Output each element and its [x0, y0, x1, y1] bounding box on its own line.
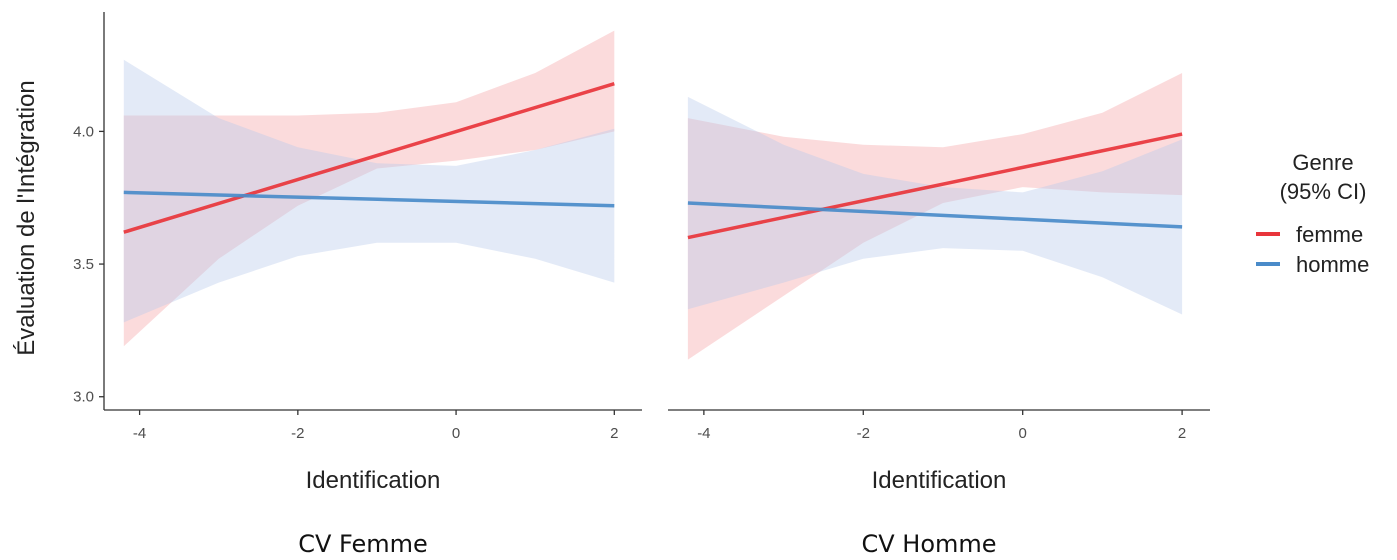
- panel-2: -4 -2 0 2 Identification CV Homme: [668, 73, 1210, 558]
- x-axis-title: Identification: [306, 467, 441, 494]
- x-tick-label: -4: [697, 425, 710, 442]
- panels: -4 -2 0 2 Identification CV Femme -4 -2 0 2 Identi…: [104, 30, 1210, 558]
- legend-title-line-2: (95% CI): [1280, 179, 1367, 204]
- panel-1: -4 -2 0 2 Identification CV Femme: [104, 30, 642, 558]
- ci-band-homme: [687, 96, 1183, 315]
- y-axis-title: Évaluation de l'Intégration: [13, 80, 40, 355]
- legend: Genre (95% CI) femme homme: [1256, 150, 1369, 277]
- series-line-femme: [123, 81, 615, 234]
- panel-caption: CV Femme: [298, 530, 428, 558]
- x-tick-label: 2: [1178, 425, 1186, 442]
- x-tick-label: 0: [452, 425, 460, 442]
- x-tick-label: -4: [133, 425, 146, 442]
- x-axis-title: Identification: [872, 467, 1007, 494]
- y-axis: 3.0 3.5 4.0: [73, 12, 105, 410]
- y-axis-title-group: Évaluation de l'Intégration: [13, 80, 40, 355]
- y-tick-label: 3.0: [73, 389, 94, 406]
- y-tick-label: 4.0: [73, 123, 94, 140]
- ci-band-femme: [123, 30, 615, 347]
- legend-title-line-1: Genre: [1292, 150, 1353, 175]
- y-tick-label: 3.5: [73, 256, 94, 273]
- legend-label-femme: femme: [1296, 222, 1363, 247]
- x-tick-label: 2: [610, 425, 618, 442]
- legend-label-homme: homme: [1296, 252, 1369, 277]
- panel-caption: CV Homme: [861, 530, 996, 558]
- x-tick-label: -2: [857, 425, 870, 442]
- series-line-femme: [687, 132, 1183, 240]
- ci-band-femme: [687, 73, 1183, 360]
- x-tick-label: 0: [1019, 425, 1027, 442]
- x-tick-label: -2: [291, 425, 304, 442]
- series-line-homme: [123, 190, 615, 208]
- ci-band-homme: [123, 59, 615, 323]
- series-line-homme: [687, 201, 1183, 229]
